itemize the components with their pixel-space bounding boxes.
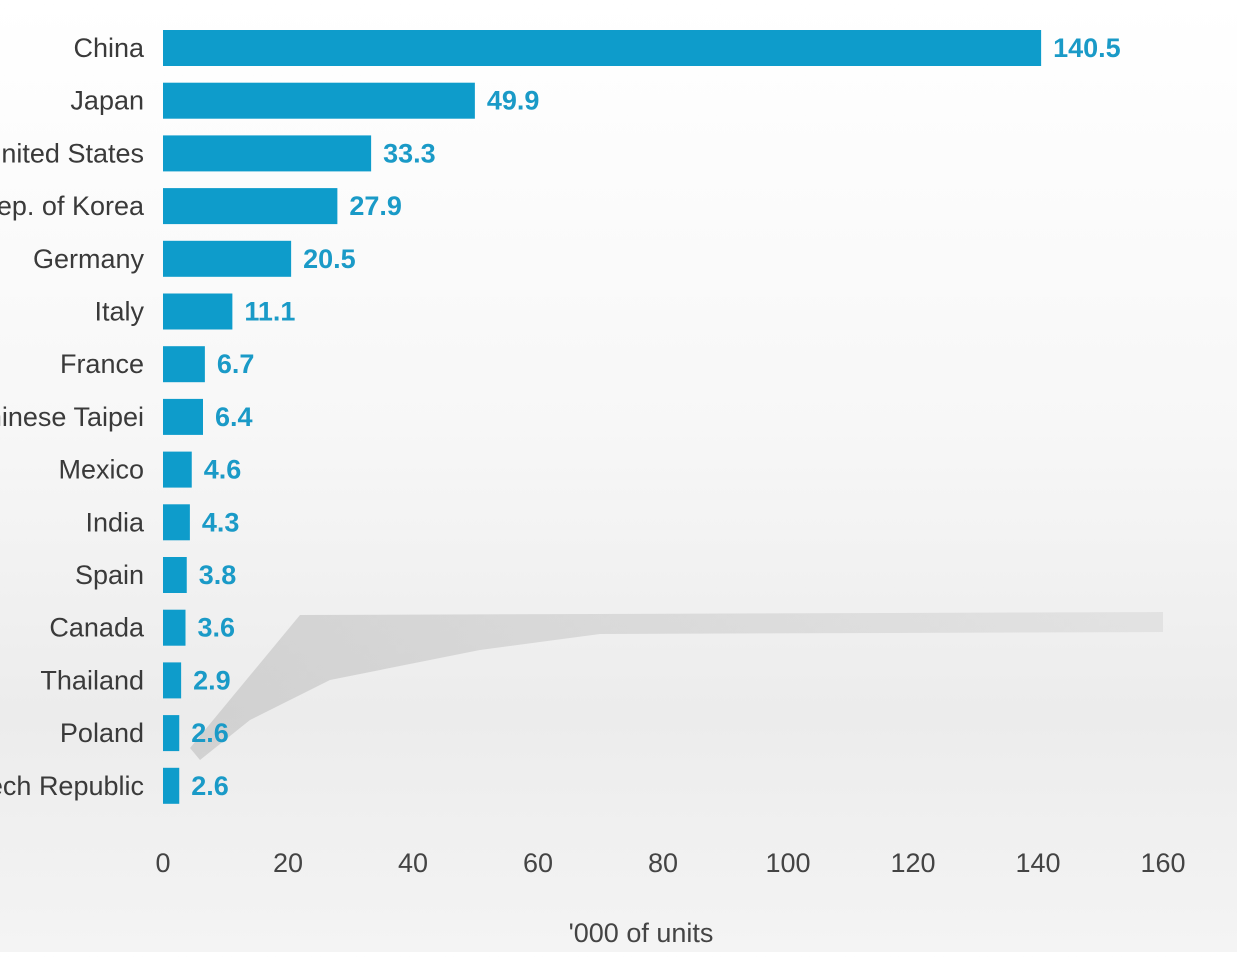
bar-spain <box>163 557 187 593</box>
bar-germany <box>163 240 292 277</box>
category-label-france: France <box>60 349 144 379</box>
bar-chinese-taipei <box>163 398 203 435</box>
category-label-united-states: United States <box>0 138 144 168</box>
value-label-thailand: 2.9 <box>193 665 231 695</box>
x-tick-label-160: 160 <box>1140 848 1185 878</box>
x-tick-label-0: 0 <box>155 848 170 878</box>
bars-layer: China 140.5 Japan 49.9 United States 33.3 Rep.… <box>0 30 1121 804</box>
category-label-canada: Canada <box>49 613 145 643</box>
value-label-india: 4.3 <box>202 507 240 537</box>
bar-italy <box>163 293 233 330</box>
category-label-chinese-taipei: Chinese Taipei <box>0 402 144 432</box>
value-label-mexico: 4.6 <box>204 455 242 485</box>
x-tick-label-140: 140 <box>1015 848 1060 878</box>
bar-thailand <box>163 662 182 699</box>
category-label-rep-of-korea: Rep. of Korea <box>0 191 145 221</box>
value-label-china: 140.5 <box>1053 33 1121 63</box>
value-label-spain: 3.8 <box>199 560 237 590</box>
x-tick-label-120: 120 <box>890 848 935 878</box>
x-tick-label-100: 100 <box>765 848 810 878</box>
category-label-poland: Poland <box>60 718 144 748</box>
value-label-poland: 2.6 <box>191 718 229 748</box>
value-label-germany: 20.5 <box>303 244 356 274</box>
value-label-france: 6.7 <box>217 349 255 379</box>
x-tick-label-40: 40 <box>398 848 428 878</box>
category-label-mexico: Mexico <box>58 455 144 485</box>
x-tick-label-20: 20 <box>273 848 303 878</box>
bar-mexico <box>163 451 192 488</box>
value-label-chinese-taipei: 6.4 <box>215 402 253 432</box>
value-label-czech-republic: 2.6 <box>191 771 229 801</box>
category-label-india: India <box>85 507 145 537</box>
x-axis-ticks: 0 20 40 60 80 100 120 140 160 <box>155 848 1185 878</box>
bar-china <box>163 30 1042 66</box>
bar-czech-republic <box>163 767 180 804</box>
bar-japan <box>163 82 475 119</box>
x-axis-title: '000 of units <box>569 918 714 948</box>
x-tick-label-80: 80 <box>648 848 678 878</box>
bar-france <box>163 346 205 383</box>
value-label-italy: 11.1 <box>244 297 295 327</box>
category-label-germany: Germany <box>33 244 145 274</box>
bar-united-states <box>163 135 372 172</box>
category-label-spain: Spain <box>75 560 144 590</box>
bar-canada <box>163 609 186 646</box>
category-label-china: China <box>73 33 145 63</box>
category-label-czech-republic: Czech Republic <box>0 771 144 801</box>
category-label-japan: Japan <box>70 86 144 116</box>
value-label-canada: 3.6 <box>198 613 236 643</box>
bar-india <box>163 504 190 541</box>
category-label-italy: Italy <box>94 297 144 327</box>
value-label-rep-of-korea: 27.9 <box>349 191 402 221</box>
value-label-japan: 49.9 <box>487 86 540 116</box>
background-shadow-shape <box>190 612 1163 760</box>
x-tick-label-60: 60 <box>523 848 553 878</box>
value-label-united-states: 33.3 <box>383 138 436 168</box>
category-label-thailand: Thailand <box>40 665 144 695</box>
bar-rep-of-korea <box>163 188 338 225</box>
bar-poland <box>163 715 180 752</box>
